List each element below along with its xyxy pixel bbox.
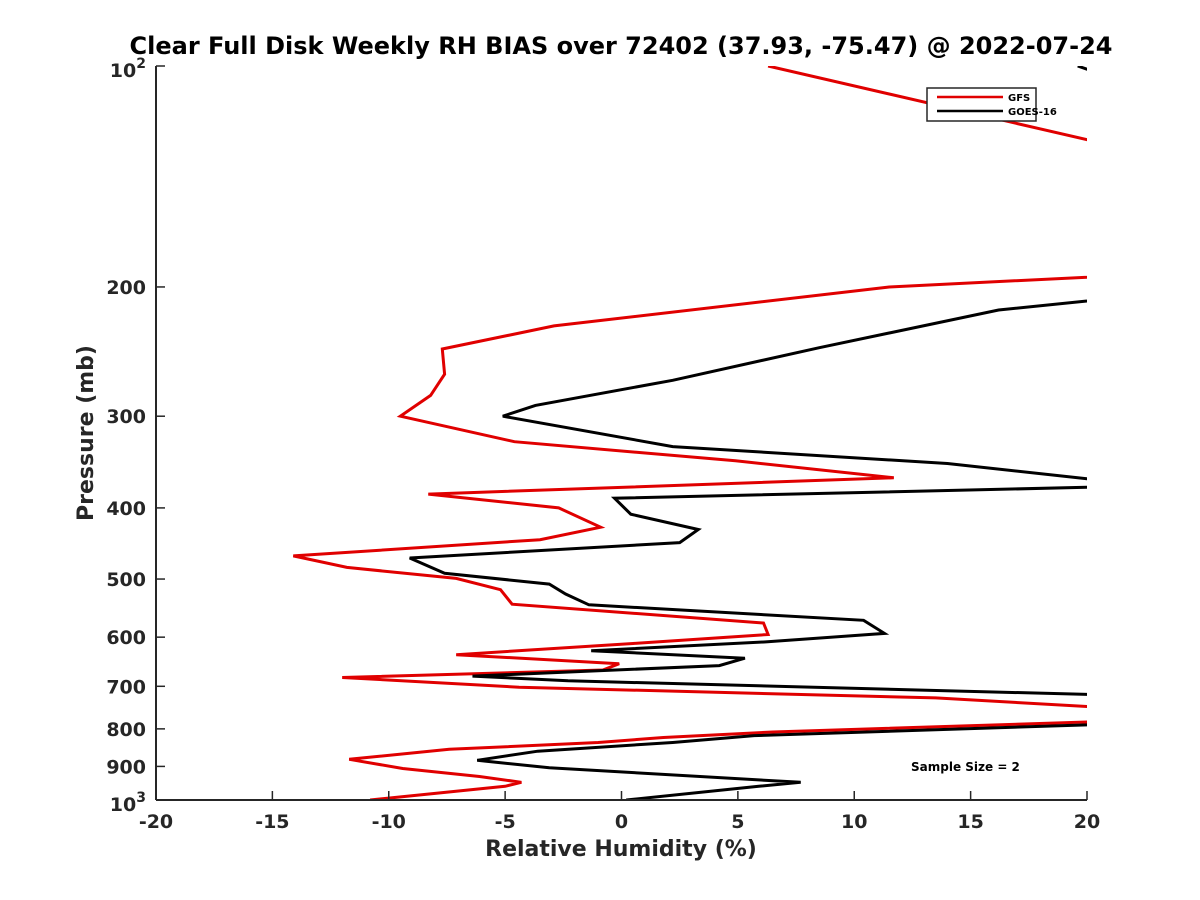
y-tick-label-top: 102: [110, 56, 146, 82]
x-tick-label: -15: [255, 811, 289, 833]
sample-size-annotation: Sample Size = 2: [911, 760, 1020, 774]
y-tick-label: 900: [106, 756, 146, 778]
x-tick-label: -20: [139, 811, 173, 833]
x-tick-label: 15: [957, 811, 983, 833]
y-tick-label: 800: [106, 719, 146, 741]
legend-label-gfs: GFS: [1008, 93, 1030, 104]
y-tick-label: 500: [106, 569, 146, 591]
legend: GFS GOES-16: [926, 87, 1057, 122]
x-tick-label: 20: [1074, 811, 1100, 833]
y-tick-label: 600: [106, 627, 146, 649]
x-tick-label: 0: [615, 811, 628, 833]
series-line-goes-16: [409, 66, 1087, 800]
series-layer: [292, 66, 1087, 800]
legend-box: [926, 87, 1037, 122]
series-line-gfs: [292, 66, 1087, 800]
y-tick-label: 200: [106, 277, 146, 299]
legend-label-goes16: GOES-16: [1008, 107, 1057, 118]
y-tick-label: 700: [106, 676, 146, 698]
y-tick-label: 400: [106, 498, 146, 520]
x-ticks: -20 -15 -10 -5 0 5 10 15 20: [139, 791, 1100, 833]
y-ticks: 200 300 400 500 600 700 800 900: [106, 65, 165, 801]
x-tick-label: 5: [731, 811, 744, 833]
chart-title: Clear Full Disk Weekly RH BIAS over 7240…: [130, 32, 1113, 60]
y-tick-label: 300: [106, 406, 146, 428]
x-tick-label: 10: [841, 811, 867, 833]
x-axis-label: Relative Humidity (%): [485, 837, 757, 862]
x-tick-label: -5: [495, 811, 516, 833]
y-tick-label-bottom: 103: [110, 790, 146, 816]
x-tick-label: -10: [372, 811, 406, 833]
y-axis-label: Pressure (mb): [74, 345, 99, 521]
